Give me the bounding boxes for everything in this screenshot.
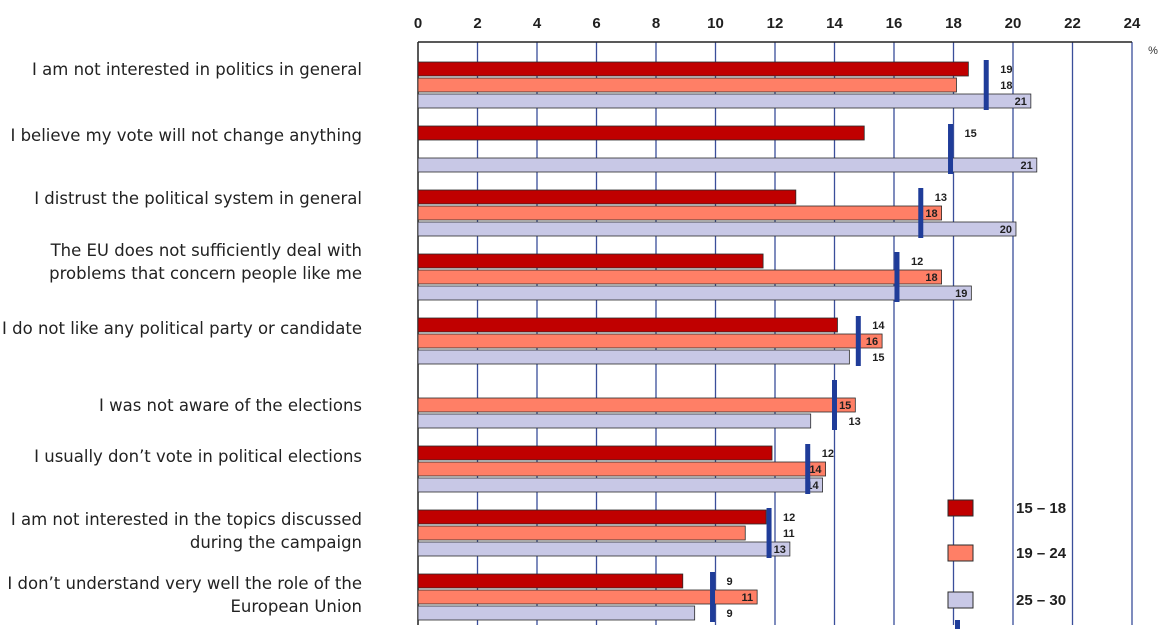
bar [417, 157, 1038, 173]
average-marker [894, 252, 900, 302]
bar-value-label: 18 [925, 208, 937, 220]
bar-value-label: 9 [727, 608, 733, 620]
bar-value-label: 11 [742, 592, 754, 604]
x-tick-label: 6 [592, 15, 600, 32]
category-label: I distrust the political system in gener… [34, 189, 362, 208]
bar-value-label: 16 [866, 336, 878, 348]
x-tick-label: 0 [414, 15, 422, 32]
axis-unit: % [1148, 45, 1158, 57]
bar [417, 589, 758, 605]
category-label: The EU does not sufficiently deal with p… [49, 241, 362, 283]
average-marker [918, 188, 924, 238]
average-marker [948, 124, 954, 174]
bar-value-label: 13 [935, 192, 947, 204]
bar-value-label: 18 [925, 272, 937, 284]
legend-label: 15 – 18 [1016, 500, 1066, 517]
bar-value-label: 12 [783, 512, 795, 524]
average-marker [832, 380, 837, 430]
x-tick-label: 8 [652, 15, 660, 32]
average-marker [710, 572, 716, 622]
x-tick-label: 2 [473, 15, 481, 32]
bar [417, 205, 942, 221]
bar-value-label: 19 [955, 288, 967, 300]
category-label: I believe my vote will not change anythi… [10, 126, 362, 145]
bar [417, 269, 942, 285]
category-label: I usually don’t vote in political electi… [34, 447, 362, 466]
bar-value-label: 21 [1021, 160, 1033, 172]
legend-swatch [947, 544, 974, 562]
bar [417, 445, 773, 461]
bar [417, 605, 696, 621]
legend-label: 25 – 30 [1016, 592, 1066, 609]
bar [417, 285, 972, 301]
category-label: I am not interested in politics in gener… [32, 60, 362, 79]
legend-swatch [947, 591, 974, 609]
x-tick-label: 24 [1124, 15, 1141, 32]
x-tick-label: 16 [886, 15, 903, 32]
bar-value-label: 11 [783, 528, 795, 540]
bar-value-label: 9 [727, 576, 733, 588]
bar [417, 573, 684, 589]
category-label: I do not like any political party or can… [2, 319, 362, 338]
legend-swatch [947, 499, 974, 517]
bar-value-label: 15 [839, 400, 851, 412]
x-tick-label: 4 [533, 15, 542, 32]
bar [417, 349, 850, 365]
bar [417, 333, 883, 349]
bar [417, 253, 764, 269]
x-tick-label: 10 [707, 15, 724, 32]
bar-value-label: 13 [774, 544, 786, 556]
x-tick-label: 14 [826, 15, 843, 32]
bar [417, 125, 865, 141]
legend-label: 19 – 24 [1016, 545, 1067, 562]
category-label: I am not interested in the topics discus… [10, 510, 362, 552]
x-tick-label: 22 [1064, 15, 1081, 32]
bar [417, 509, 767, 525]
bar [417, 541, 791, 557]
bar-value-label: 15 [965, 128, 977, 140]
bar [417, 397, 856, 413]
average-marker [766, 508, 772, 558]
bar-value-label: 13 [849, 416, 861, 428]
bar-value-label: 19 [1000, 64, 1012, 76]
average-marker [855, 316, 861, 366]
bar [417, 461, 826, 477]
average-marker [805, 444, 811, 494]
bar-value-label: 12 [822, 448, 834, 460]
bar-value-label: 21 [1015, 96, 1027, 108]
bar [417, 61, 969, 77]
bar [417, 77, 957, 93]
bar [417, 221, 1017, 237]
bar-value-label: 14 [872, 320, 885, 332]
bar-value-label: 12 [911, 256, 923, 268]
bar [417, 525, 746, 541]
legend-marker [955, 620, 960, 629]
average-marker [983, 60, 989, 110]
x-tick-label: 20 [1005, 15, 1022, 32]
bar-value-label: 15 [872, 352, 884, 364]
category-label: I was not aware of the elections [99, 396, 362, 415]
bar [417, 93, 1032, 109]
bar [417, 477, 824, 493]
bar-value-label: 14 [809, 464, 822, 476]
bar-value-label: 20 [1000, 224, 1012, 236]
bar [417, 317, 838, 333]
bar [417, 189, 797, 205]
x-tick-label: 18 [945, 15, 962, 32]
bar [417, 413, 812, 429]
bar-value-label: 18 [1000, 80, 1012, 92]
category-label: I don’t understand very well the role of… [7, 574, 362, 616]
x-tick-label: 12 [767, 15, 784, 32]
